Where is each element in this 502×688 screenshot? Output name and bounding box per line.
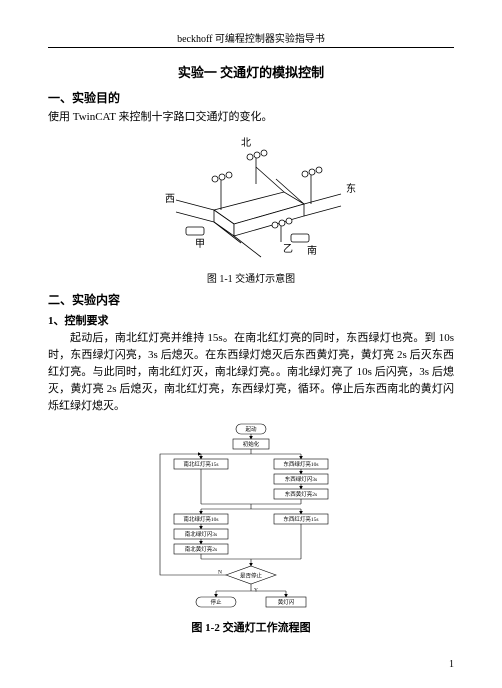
figure-2: 起动 初始化 南北红灯亮15s 东西绿灯亮10s 东西绿灯闪3s 东西黄灯亮2s — [48, 421, 454, 635]
svg-text:南北绿灯闪3s: 南北绿灯闪3s — [185, 530, 217, 538]
svg-text:南北红灯亮15s: 南北红灯亮15s — [183, 460, 218, 468]
header-rule — [48, 47, 454, 48]
label-west: 西 — [165, 194, 175, 205]
label-yi: 乙 — [283, 243, 293, 255]
svg-text:起动: 起动 — [245, 426, 257, 433]
svg-text:N: N — [218, 570, 222, 576]
section-2-1-title: 1、控制要求 — [48, 312, 454, 328]
section-2-title: 二、实验内容 — [48, 291, 454, 308]
label-north: 北 — [241, 137, 251, 149]
svg-text:初始化: 初始化 — [243, 440, 260, 448]
svg-text:是否停止: 是否停止 — [240, 572, 263, 580]
svg-text:东西绿灯亮10s: 东西绿灯亮10s — [283, 460, 318, 468]
figure-2-caption: 图 1-2 交通灯工作流程图 — [48, 619, 454, 635]
label-jia: 甲 — [195, 239, 205, 250]
svg-text:停止: 停止 — [210, 598, 222, 606]
svg-text:南北黄灯亮2s: 南北黄灯亮2s — [185, 545, 217, 553]
svg-text:东西黄灯亮2s: 东西黄灯亮2s — [285, 490, 317, 498]
experiment-title: 实验一 交通灯的模拟控制 — [48, 62, 454, 81]
header-text: beckhoff 可编程控制器实验指导书 — [48, 30, 454, 45]
figure-1-caption: 图 1-1 交通灯示意图 — [48, 270, 454, 285]
svg-text:黄灯闪: 黄灯闪 — [278, 598, 295, 606]
svg-text:东西红灯亮15s: 东西红灯亮15s — [283, 515, 318, 523]
page-number: 1 — [449, 659, 454, 670]
label-south: 南 — [307, 244, 317, 257]
svg-text:东西绿灯闪3s: 东西绿灯闪3s — [285, 475, 317, 483]
label-east: 东 — [346, 182, 356, 195]
figure-1: 北 东 南 西 甲 乙 图 1-1 交通灯示意图 — [48, 132, 454, 285]
svg-text:Y: Y — [254, 588, 258, 594]
section-1-text: 使用 TwinCAT 来控制十字路口交通灯的变化。 — [48, 109, 454, 126]
svg-text:南北绿灯亮10s: 南北绿灯亮10s — [183, 515, 218, 523]
section-1-title: 一、实验目的 — [48, 89, 454, 106]
section-2-1-text: 起动后，南北红灯亮并维持 15s。在南北红灯亮的同时，东西绿灯也亮。到 10s … — [48, 330, 454, 415]
